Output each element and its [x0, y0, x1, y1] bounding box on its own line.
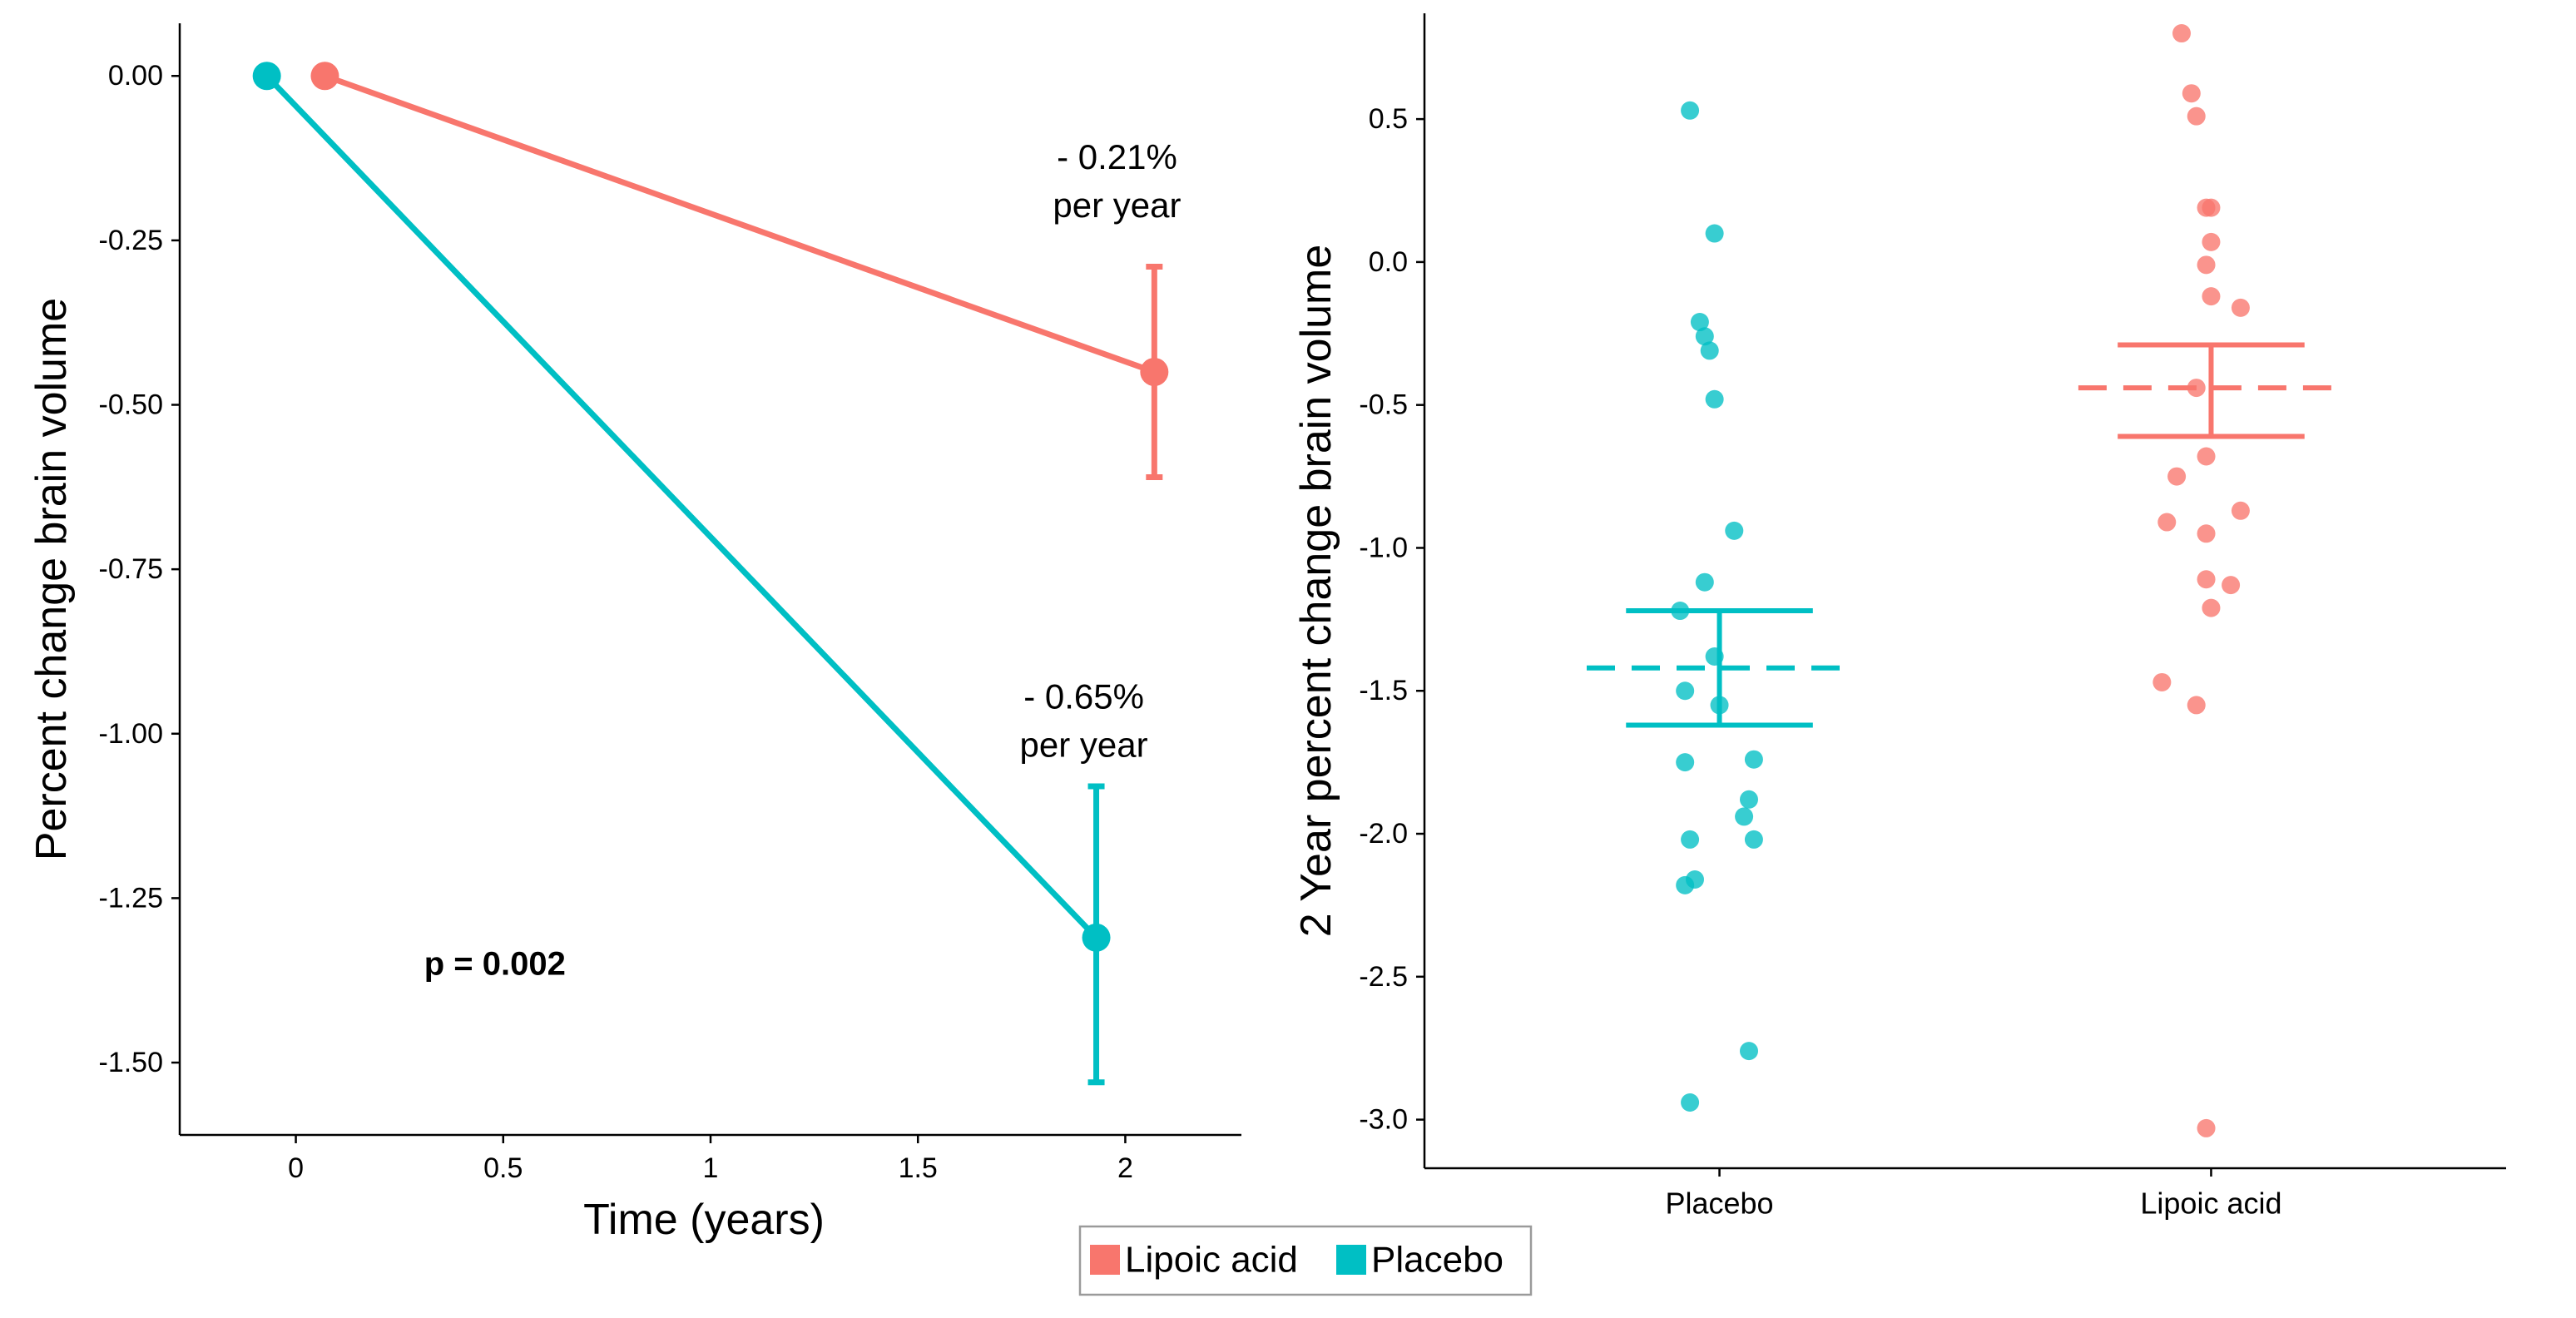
- left-y-tick-label: -0.50: [99, 389, 164, 421]
- scatter-point-1: [2157, 513, 2177, 532]
- left-y-tick-label: -1.50: [99, 1047, 164, 1078]
- right-category-label: Placebo: [1665, 1187, 1773, 1221]
- right-y-tick-label: 0.0: [1369, 246, 1408, 278]
- right-y-tick-label: -1.5: [1359, 675, 1408, 706]
- scatter-point-1: [2197, 1118, 2216, 1137]
- legend-box: [1078, 1225, 1533, 1296]
- right-y-tick-label: 0.5: [1369, 103, 1408, 135]
- series-line-1: [265, 73, 1099, 940]
- scatter-point-0: [1676, 875, 1695, 894]
- series-line-0: [324, 72, 1156, 375]
- scatter-point-0: [1681, 830, 1700, 849]
- scatter-point-0: [1740, 1042, 1758, 1061]
- scatter-point-0: [1681, 101, 1700, 120]
- left-x-tick-label: 1.5: [899, 1152, 938, 1184]
- legend-label: Lipoic acid: [1125, 1240, 1298, 1281]
- scatter-point-1: [2202, 287, 2221, 306]
- legend-label: Placebo: [1371, 1240, 1503, 1281]
- left-x-tick-label: 0.5: [483, 1152, 523, 1184]
- scatter-point-0: [1705, 389, 1724, 409]
- scatter-point-1: [2172, 24, 2191, 43]
- scatter-point-1: [2197, 447, 2216, 466]
- scatter-point-1: [2187, 696, 2206, 715]
- right-y-tick-label: -0.5: [1359, 389, 1408, 421]
- left-y-axis-title: Percent change brain volume: [27, 298, 76, 860]
- right-y-tick-label: -3.0: [1359, 1104, 1408, 1136]
- scatter-point-0: [1740, 790, 1758, 809]
- scatter-point-1: [2152, 672, 2172, 691]
- left-x-tick-label: 0: [288, 1152, 304, 1184]
- left-y-tick-label: -1.00: [99, 718, 164, 750]
- scatter-point-0: [1695, 572, 1714, 592]
- left-y-tick-label: -0.75: [99, 553, 164, 585]
- legend-swatch: [1336, 1245, 1366, 1275]
- scatter-point-1: [2197, 524, 2216, 543]
- data-point-start-0: [310, 62, 339, 91]
- scatter-point-1: [2231, 298, 2250, 317]
- scatter-point-0: [1690, 313, 1709, 332]
- scatter-point-0: [1705, 224, 1724, 243]
- scatter-point-0: [1700, 341, 1719, 360]
- left-y-tick-label: -1.25: [99, 882, 164, 914]
- right-category-label: Lipoic acid: [2140, 1187, 2281, 1221]
- legend-swatch: [1090, 1245, 1120, 1275]
- left-y-tick-label: -0.25: [99, 225, 164, 256]
- scatter-point-1: [2202, 232, 2221, 251]
- left-y-tick-label: 0.00: [108, 60, 163, 92]
- left-x-tick-label: 1: [703, 1152, 719, 1184]
- p-value-label: p = 0.002: [424, 945, 566, 982]
- rate-annotation: per year: [1020, 725, 1148, 764]
- scatter-point-0: [1681, 1093, 1700, 1112]
- scatter-point-0: [1744, 750, 1763, 769]
- scatter-point-1: [2202, 198, 2221, 217]
- data-point-end-1: [1082, 923, 1111, 952]
- scatter-point-0: [1735, 807, 1754, 826]
- scatter-point-1: [2197, 570, 2216, 589]
- left-line-chart: 0.00 -0.25 -0.50 -0.75 -1.00 -1.25 -1.50 0 0.5 1 1…: [27, 23, 1241, 1244]
- scatter-point-0: [1676, 753, 1695, 772]
- right-y-tick-label: -1.0: [1359, 532, 1408, 563]
- data-point-end-0: [1140, 357, 1169, 386]
- right-y-axis-title: 2 Year percent change brain volume: [1292, 245, 1340, 938]
- scatter-point-1: [2231, 501, 2250, 520]
- left-x-axis-title: Time (years): [583, 1196, 825, 1244]
- rate-annotation: - 0.21%: [1057, 137, 1177, 176]
- scatter-point-0: [1676, 681, 1695, 701]
- scatter-point-0: [1725, 521, 1744, 540]
- right-y-tick-label: -2.5: [1359, 961, 1408, 993]
- scatter-point-1: [2182, 84, 2201, 103]
- left-x-tick-label: 2: [1117, 1152, 1133, 1184]
- rate-annotation: - 0.65%: [1023, 676, 1144, 716]
- scatter-point-0: [1695, 327, 1714, 346]
- scatter-point-1: [2167, 467, 2187, 486]
- right-y-tick-label: -2.0: [1359, 818, 1408, 850]
- scatter-point-1: [2202, 598, 2221, 617]
- rate-annotation: per year: [1053, 186, 1181, 225]
- legend: Lipoic acid Placebo: [1078, 1225, 1533, 1296]
- scatter-point-0: [1744, 830, 1763, 849]
- scatter-point-1: [2197, 255, 2216, 275]
- right-scatter-chart: 0.5 0.0 -0.5 -1.0 -1.5 -2.0 -2.5 -3.0 Placebo Lip…: [1292, 13, 2506, 1221]
- scatter-point-1: [2187, 107, 2206, 126]
- data-point-start-1: [252, 62, 281, 91]
- scatter-point-1: [2222, 576, 2241, 595]
